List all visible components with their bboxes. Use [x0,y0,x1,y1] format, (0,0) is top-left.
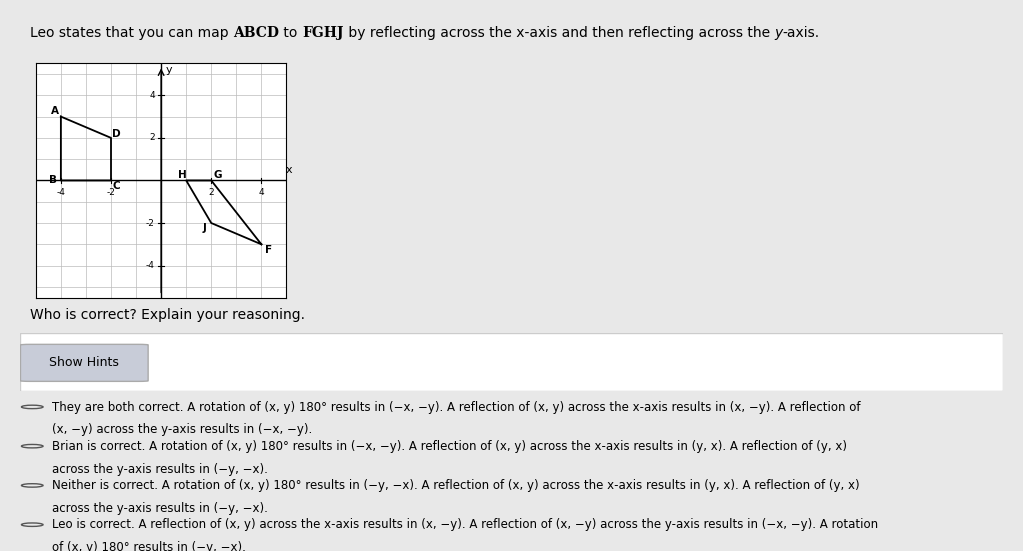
Text: y: y [774,26,783,40]
Text: They are both correct. A rotation of (x, y) 180° results in (−x, −y). A reflecti: They are both correct. A rotation of (x,… [52,401,860,414]
Text: C: C [113,181,120,191]
FancyBboxPatch shape [20,344,148,381]
FancyBboxPatch shape [20,333,1003,391]
Text: across the y-axis results in (−y, −x).: across the y-axis results in (−y, −x). [52,463,268,476]
Text: (x, −y) across the y-axis results in (−x, −y).: (x, −y) across the y-axis results in (−x… [52,423,312,436]
Text: B: B [49,175,57,186]
Text: ABCD: ABCD [233,26,279,40]
Text: 2: 2 [209,188,214,197]
Text: 2: 2 [149,133,154,142]
Text: -2: -2 [106,188,116,197]
Text: G: G [213,170,222,180]
Text: by reflecting across the x-axis and then reflecting across the: by reflecting across the x-axis and then… [344,26,774,40]
Text: H: H [178,170,187,180]
Text: across the y-axis results in (−y, −x).: across the y-axis results in (−y, −x). [52,502,268,515]
Text: FGHJ: FGHJ [302,26,344,40]
Text: -4: -4 [146,261,154,270]
Text: 4: 4 [259,188,264,197]
Text: D: D [112,128,121,139]
Text: -4: -4 [56,188,65,197]
Text: Neither is correct. A rotation of (x, y) 180° results in (−y, −x). A reflection : Neither is correct. A rotation of (x, y)… [52,479,859,492]
Text: Brian is correct. A rotation of (x, y) 180° results in (−x, −y). A reflection of: Brian is correct. A rotation of (x, y) 1… [52,440,847,453]
Text: Leo states that you can map: Leo states that you can map [31,26,233,40]
Text: Leo is correct. A reflection of (x, y) across the x-axis results in (x, −y). A r: Leo is correct. A reflection of (x, y) a… [52,518,878,531]
Text: 4: 4 [149,91,154,100]
Text: of (x, y) 180° results in (−y, −x).: of (x, y) 180° results in (−y, −x). [52,541,246,551]
Text: F: F [265,245,272,255]
Text: A: A [50,106,58,116]
Text: to: to [279,26,302,40]
Text: x: x [285,165,293,175]
Text: J: J [203,223,207,234]
Text: Show Hints: Show Hints [49,356,120,369]
Text: -2: -2 [146,219,154,228]
Text: -axis.: -axis. [783,26,819,40]
Text: y: y [166,65,172,75]
Text: Who is correct? Explain your reasoning.: Who is correct? Explain your reasoning. [31,309,305,322]
